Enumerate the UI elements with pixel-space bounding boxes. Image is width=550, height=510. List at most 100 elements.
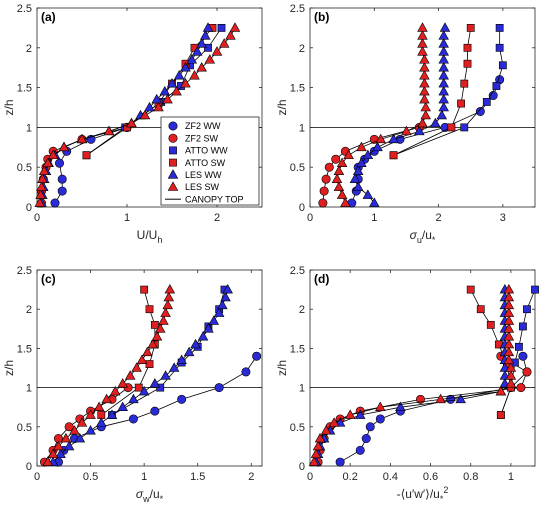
data-point (176, 354, 187, 364)
data-point (58, 141, 70, 152)
data-point (145, 305, 154, 314)
data-point (331, 154, 341, 164)
y-tick-label: 0 (26, 461, 32, 473)
data-point (438, 62, 449, 72)
series-atto-sw (389, 23, 475, 160)
data-point (476, 305, 485, 314)
legend-entry: LES WW (167, 169, 222, 180)
data-point (217, 299, 228, 310)
data-point (419, 54, 430, 64)
y-tick-label: 2.5 (17, 265, 32, 277)
x-axis-label-part: w (142, 494, 150, 504)
legend-entry: ZF2 WW (168, 121, 221, 131)
legend: ZF2 WW ZF2 SW ATTO WW ATTO SW LES WW LES SW CA… (160, 116, 260, 206)
data-point (312, 440, 324, 451)
data-point (417, 38, 428, 48)
data-point (460, 79, 469, 88)
x-axis-label-part: σ (136, 487, 144, 501)
x-axis-label-part: 2 (443, 485, 448, 495)
data-point (203, 323, 214, 333)
legend-marker (168, 133, 178, 143)
data-point (53, 440, 64, 451)
data-point (36, 181, 47, 191)
y-tick-label: 0.5 (290, 162, 305, 174)
data-point (356, 141, 367, 152)
data-point (196, 38, 207, 48)
data-point (333, 165, 345, 175)
data-point (438, 85, 449, 96)
x-axis-label-part: U/U (137, 228, 158, 242)
y-axis-label: z/h (2, 99, 16, 115)
data-point (136, 354, 148, 364)
data-point (123, 123, 131, 132)
panel-label: (b) (314, 10, 329, 24)
data-point (128, 393, 139, 404)
y-tick-label: 1.5 (290, 343, 305, 355)
y-tick-label: 0.5 (17, 162, 32, 174)
data-point (439, 22, 451, 32)
data-point (495, 43, 504, 52)
legend-marker (169, 158, 177, 167)
data-point (475, 106, 485, 116)
data-point (492, 82, 501, 90)
data-point (69, 425, 80, 435)
x-tick-label: 0.2 (343, 471, 358, 483)
data-point (103, 125, 115, 136)
data-point (85, 425, 96, 435)
data-point (417, 46, 428, 56)
data-point (76, 133, 88, 144)
data-point (168, 362, 180, 372)
legend-label: LES SW (185, 182, 220, 192)
data-point (162, 93, 173, 104)
data-point (503, 315, 515, 325)
data-point (505, 362, 517, 372)
panel-label: (c) (41, 272, 56, 286)
series-les-sw (308, 283, 517, 466)
data-point (47, 448, 59, 459)
x-axis-label-part: * (440, 494, 444, 504)
data-point (516, 383, 526, 393)
data-point (153, 101, 164, 112)
x-tick-label: 0 (34, 212, 40, 224)
legend-label: CANOPY TOP (185, 194, 244, 204)
data-point (217, 23, 226, 32)
series-zf2-ww (347, 75, 505, 208)
data-point (455, 393, 466, 404)
panel-label: (d) (314, 272, 329, 286)
x-axis-label-part: σ (410, 228, 418, 242)
data-point (331, 173, 343, 183)
data-point (335, 457, 345, 467)
x-tick-label: 1 (141, 471, 147, 483)
data-point (438, 101, 449, 112)
data-point (154, 323, 166, 333)
x-axis-label-part: -⟨u′w′⟩/u (397, 487, 440, 501)
data-point (144, 101, 155, 112)
data-point (225, 30, 236, 40)
y-tick-label: 2.5 (290, 3, 305, 15)
data-point (503, 323, 515, 333)
data-point (177, 394, 187, 404)
x-axis-label-part: /u (422, 228, 432, 242)
data-point (463, 59, 472, 68)
y-tick-label: 2 (299, 43, 305, 55)
data-point (149, 378, 161, 388)
data-point (414, 125, 425, 136)
data-point (229, 22, 241, 32)
data-point (162, 299, 173, 310)
data-point (375, 401, 386, 412)
legend-entry: LES SW (167, 181, 220, 192)
data-point (352, 165, 364, 175)
data-point (447, 123, 456, 132)
data-point (57, 186, 67, 196)
data-point (160, 370, 171, 380)
x-axis-label-part: u (417, 235, 422, 245)
data-point (495, 385, 507, 396)
data-point (163, 291, 175, 302)
data-point (482, 98, 491, 106)
data-point (324, 162, 334, 172)
data-point (419, 62, 430, 72)
data-point (147, 338, 158, 349)
data-point (505, 378, 517, 388)
chart-panel-c: 0 0.5 1 1.5 2 0 0.5 1 1.5 2 2.5 (c) z/h σw/u* (2, 265, 263, 504)
legend-entry: CANOPY TOP (165, 194, 244, 204)
